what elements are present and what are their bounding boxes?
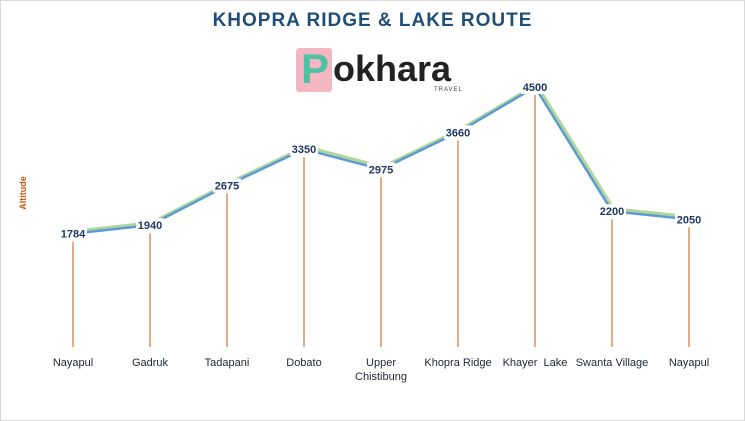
data-label: 3350 bbox=[292, 144, 316, 156]
data-label: 2675 bbox=[215, 181, 239, 193]
data-label: 2975 bbox=[369, 164, 393, 176]
data-label: 2200 bbox=[600, 206, 624, 218]
x-tick-label: Swanta Village bbox=[575, 357, 649, 369]
data-label-bg bbox=[444, 125, 472, 140]
data-label-bg bbox=[136, 218, 164, 233]
data-label-bg bbox=[59, 226, 87, 241]
data-label-bg bbox=[367, 162, 395, 177]
data-label-bg bbox=[290, 142, 318, 157]
data-label-bg bbox=[213, 178, 241, 193]
logo-pink-square bbox=[296, 48, 332, 92]
x-tick-label: Tadapani bbox=[204, 357, 250, 369]
x-tick-label: Khopra Ridge bbox=[424, 357, 492, 369]
x-tick-label: Nayapul bbox=[668, 357, 710, 369]
data-label-bg bbox=[675, 212, 703, 227]
data-label-bg bbox=[598, 204, 626, 219]
x-tick-label: Gadruk bbox=[131, 357, 169, 369]
logo-tagline: TRAVEL bbox=[434, 87, 463, 93]
data-label: 1940 bbox=[138, 220, 162, 232]
x-tick-label: Nayapul bbox=[52, 357, 94, 369]
data-label: 2050 bbox=[677, 214, 701, 226]
logo-wordmark: okhara bbox=[333, 48, 452, 89]
data-label: 4500 bbox=[523, 82, 547, 94]
data-label-bg bbox=[521, 80, 549, 94]
data-label: 1784 bbox=[61, 229, 86, 241]
x-tick-label: Upper Chistibung bbox=[355, 357, 407, 383]
x-tick-label: Khayer Lake bbox=[502, 357, 568, 369]
logo-initial: P bbox=[301, 45, 330, 92]
data-label: 3660 bbox=[446, 127, 470, 139]
chart-title: KHOPRA RIDGE & LAKE ROUTE bbox=[212, 10, 533, 31]
x-tick-label: Dobato bbox=[286, 357, 322, 369]
pokhara-logo: P okhara TRAVEL bbox=[296, 45, 466, 96]
